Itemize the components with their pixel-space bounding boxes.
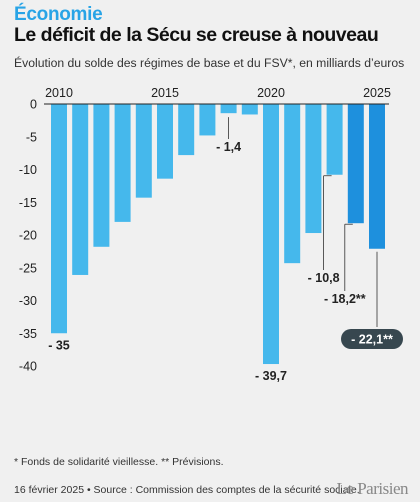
bar-2017 <box>199 104 216 136</box>
y-tick-label: -5 <box>26 130 37 144</box>
bar-2021 <box>284 104 301 264</box>
data-label-2018: - 1,4 <box>216 140 241 154</box>
bar-2011 <box>72 104 89 275</box>
bar-2014 <box>135 104 152 198</box>
bar-chart: 0 -5 -10 -15 -20 -25 -30 -35 -40 2010 2015 2020 2025… <box>19 86 403 383</box>
x-tick-label: 2015 <box>151 86 179 100</box>
footnote: * Fonds de solidarité vieillesse. ** Pré… <box>14 456 224 468</box>
data-label-2025: - 22,1** <box>351 333 393 347</box>
bar-2015 <box>157 104 173 179</box>
data-label-badge <box>341 329 403 349</box>
y-tick-label: -15 <box>19 196 37 210</box>
data-label-2010: - 35 <box>48 338 70 352</box>
x-tick-label: 2010 <box>45 86 73 100</box>
section-kicker: Économie <box>14 4 103 25</box>
bar-2018 <box>220 104 237 114</box>
data-label-2020: - 39,7 <box>255 369 287 383</box>
data-label-2023: - 10,8 <box>308 271 340 285</box>
bar-2025 <box>369 104 385 249</box>
y-tick-label: -25 <box>19 261 37 275</box>
x-tick-label: 2025 <box>363 86 391 100</box>
y-tick-label: -40 <box>19 360 37 374</box>
bar-2023 <box>326 104 343 175</box>
bar-2019 <box>241 104 258 115</box>
bar-2024 <box>347 104 364 224</box>
source-line: 16 février 2025 • Source : Commission de… <box>14 484 360 496</box>
y-tick-label: -10 <box>19 163 37 177</box>
publisher-logo: Le Parisien <box>336 479 409 498</box>
bar-2022 <box>305 104 322 234</box>
chart-subtitle: Évolution du solde des régimes de base e… <box>14 56 405 70</box>
chart-title: Le déficit de la Sécu se creuse à nouvea… <box>14 24 379 46</box>
data-label-2024: - 18,2** <box>324 292 366 306</box>
bar-2016 <box>178 104 195 156</box>
x-tick-label: 2020 <box>257 86 285 100</box>
y-tick-label: -20 <box>19 229 37 243</box>
bar-2013 <box>114 104 131 222</box>
bar-2020 <box>263 104 279 365</box>
bar-2010 <box>51 104 67 334</box>
y-tick-label: -35 <box>19 327 37 341</box>
y-tick-label: -30 <box>19 294 37 308</box>
y-tick-label: 0 <box>30 98 37 112</box>
bar-2012 <box>93 104 110 247</box>
